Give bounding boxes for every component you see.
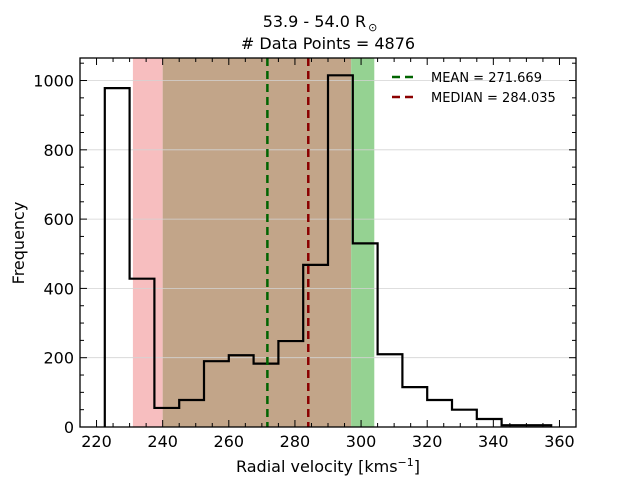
histogram-bin-4 [179,400,204,427]
x-axis-label-end: ] [414,457,420,476]
y-tick-label-200: 200 [43,349,74,368]
title-line-1: 53.9 - 54.0 R ⊙ [263,12,378,34]
histogram-bin-7 [254,364,279,427]
x-tick-label-260: 260 [214,432,245,451]
x-tick-label-280: 280 [280,432,311,451]
histogram-bin-1 [105,88,130,427]
plot-frame [79,57,577,428]
histogram-bin-3 [154,408,179,427]
y-tick-label-1000: 1000 [33,72,74,91]
histogram-bin-14 [427,400,452,427]
histogram-bin-11 [353,243,378,427]
legend-median-label: MEDIAN = 284.035 [431,91,556,106]
histogram-bin-12 [378,354,403,427]
y-tick-label-400: 400 [43,279,74,298]
y-axis-label: Frequency [9,202,28,285]
y-tick-label-0: 0 [64,418,74,437]
histogram-bin-2 [130,279,155,427]
x-tick-label-300: 300 [346,432,377,451]
legend-mean-label: MEAN = 271.669 [431,71,542,86]
histogram-bin-6 [229,355,254,427]
axis-ticks: 220 240 260 280 300 320 340 360 0 200 400 600 800 100… [33,58,577,451]
histogram-bin-13 [402,387,427,427]
histogram-steps [103,74,553,427]
x-tick-label-320: 320 [412,432,443,451]
x-axis-label-exponent: −1 [398,456,414,469]
x-tick-label-220: 220 [81,432,112,451]
x-tick-label-340: 340 [478,432,509,451]
x-axis-label: Radial velocity [kms−1] [236,456,420,476]
shaded-band-2 [162,58,352,427]
reference-lines [266,58,310,427]
histogram-bin-16 [477,419,502,427]
x-tick-label-240: 240 [147,432,178,451]
histogram-bin-5 [204,361,229,427]
sun-symbol: ⊙ [368,21,377,34]
histogram-bin-10 [328,75,353,427]
y-tick-label-800: 800 [43,141,74,160]
title-line-2: # Data Points = 4876 [241,34,415,53]
histogram-bin-8 [278,341,303,427]
title: 53.9 - 54.0 R ⊙ # Data Points = 4876 [241,12,415,53]
histogram-outline [103,74,553,427]
shaded-bands [132,58,375,427]
histogram-bin-15 [452,410,477,427]
y-tick-label-600: 600 [43,210,74,229]
x-tick-label-360: 360 [544,432,575,451]
histogram-bin-9 [303,265,328,427]
shaded-band-1 [132,58,163,427]
legend: MEAN = 271.669 MEDIAN = 284.035 [392,71,556,106]
